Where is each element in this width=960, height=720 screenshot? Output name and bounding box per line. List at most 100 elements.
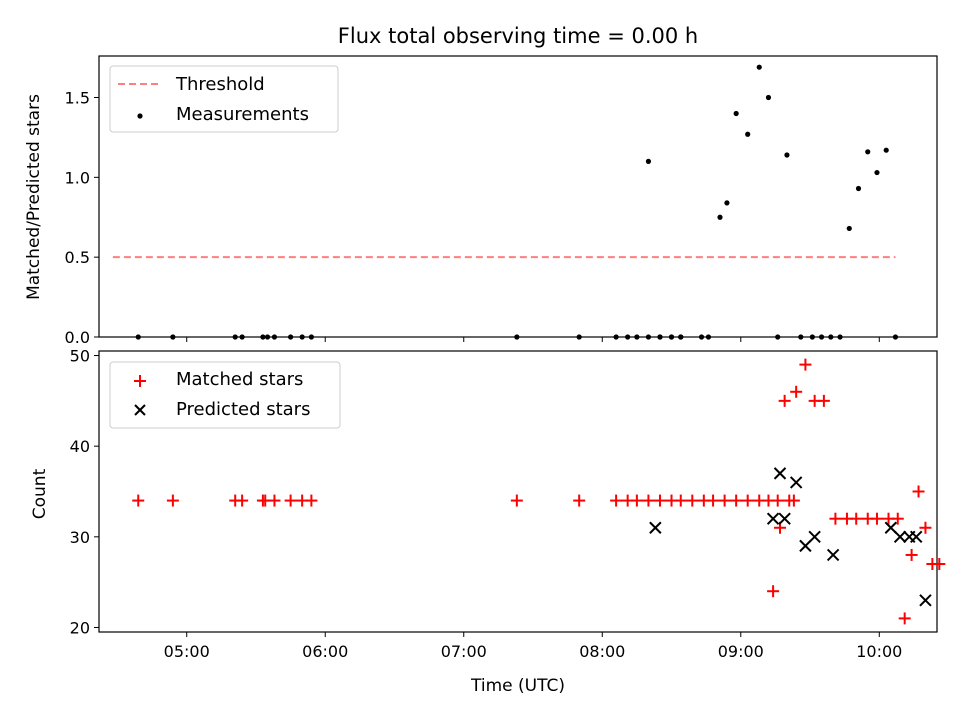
- predicted-marker-b: [808, 530, 821, 544]
- measurement-point: [264, 334, 271, 340]
- predicted-marker-b: [826, 548, 840, 562]
- measurement-point: [288, 334, 294, 340]
- measurement-point: [239, 334, 245, 340]
- predicted-star-point: [919, 594, 932, 607]
- bottom-legend-frame: [109, 361, 341, 429]
- bottom-legend: Matched stars Predicted stars: [109, 361, 341, 429]
- matched-star-point: [674, 494, 687, 507]
- predicted-star-point: [808, 530, 821, 544]
- measurement-point: [837, 334, 843, 340]
- predicted-marker-b: [789, 476, 803, 489]
- matched-star-point: [510, 494, 523, 507]
- measurement-point: [657, 334, 663, 340]
- predicted-marker-b: [766, 512, 780, 525]
- matched-star-point: [630, 494, 643, 507]
- matched-star-point: [870, 512, 883, 525]
- bottom-xtick-label: 08:00: [579, 642, 625, 661]
- matched-star-point: [653, 494, 666, 507]
- measurement-point: [514, 334, 520, 340]
- predicted-marker-b: [884, 521, 898, 534]
- matched-star-point: [268, 494, 281, 507]
- top-panel: Matched/Predicted stars: [24, 94, 44, 300]
- matched-star-point: [787, 494, 800, 507]
- matched-star-point: [686, 494, 699, 507]
- bottom-legend-predicted: Predicted stars: [176, 399, 310, 420]
- measurement-point: [724, 200, 730, 206]
- measurement-point: [733, 110, 739, 117]
- matched-star-point: [829, 512, 842, 525]
- bot-axes-frame: [98, 350, 938, 633]
- matched-star-point: [771, 494, 784, 507]
- top-legend-frame: [109, 65, 339, 133]
- matched-star-point: [707, 494, 720, 507]
- top-ytick-label: 0.0: [65, 328, 90, 347]
- predicted-star-point: [766, 512, 780, 525]
- bottom-xtick-label: 10:00: [856, 642, 902, 661]
- measurement-point: [892, 334, 899, 340]
- predicted-star-point: [789, 476, 803, 489]
- matched-star-point: [718, 494, 731, 507]
- matched-star-point: [642, 494, 655, 507]
- predicted-legend-swatch: [134, 404, 146, 416]
- predicted-marker-b: [649, 521, 662, 534]
- bottom-ytick-label: 40: [70, 437, 90, 456]
- measurement-point: [678, 334, 684, 340]
- bottom-panel: Count Time (UTC): [30, 468, 565, 696]
- measurement-point: [135, 334, 141, 340]
- measurement-point: [745, 131, 751, 137]
- bottom-xtick-label: 06:00: [302, 642, 348, 661]
- measurement-point: [634, 334, 640, 340]
- measurement-point: [613, 334, 619, 340]
- matched-star-point: [730, 494, 743, 507]
- measurement-point: [625, 334, 631, 340]
- bottom-legend-matched: Matched stars: [176, 369, 303, 390]
- bottom-ytick-label: 20: [70, 618, 90, 637]
- matched-star-point: [933, 558, 946, 571]
- matched-star-point: [778, 394, 791, 407]
- measurement-point: [809, 334, 815, 340]
- measurement-point: [299, 334, 305, 340]
- predicted-star-point: [910, 530, 923, 544]
- measurement-legend-swatch: [137, 113, 143, 119]
- bottom-xtick-label: 05:00: [164, 642, 210, 661]
- matched-star-point: [305, 494, 318, 507]
- measurement-point: [798, 334, 804, 340]
- predicted-marker-b: [773, 467, 787, 480]
- matched-star-point: [284, 494, 297, 507]
- matched-star-point: [790, 385, 803, 398]
- measurement-point: [705, 334, 712, 340]
- matched-star-point: [767, 585, 780, 598]
- measurement-point: [308, 334, 314, 340]
- measurement-point: [855, 185, 862, 192]
- top-ytick-label: 0.5: [65, 248, 90, 267]
- matched-star-point: [912, 485, 925, 498]
- measurement-point: [765, 94, 772, 101]
- matched-star-point: [850, 512, 863, 525]
- measurement-point: [271, 334, 278, 340]
- measurement-point: [232, 334, 238, 340]
- measurement-point: [775, 334, 781, 340]
- measurement-point: [846, 225, 852, 232]
- matched-star-point: [905, 548, 918, 561]
- chart-title: Flux total observing time = 0.00 h: [338, 24, 698, 48]
- top-ytick-label: 1.5: [65, 89, 90, 108]
- matched-star-point: [610, 494, 623, 507]
- matched-star-point: [236, 494, 249, 507]
- bottom-xlabel: Time (UTC): [470, 676, 565, 696]
- predicted-star-point: [649, 521, 662, 534]
- bottom-ylabel: Count: [30, 468, 50, 519]
- predicted-star-point: [773, 467, 787, 480]
- measurement-point: [576, 334, 582, 340]
- measurement-point: [170, 334, 176, 340]
- measurement-point: [883, 147, 889, 153]
- measurement-point: [698, 334, 705, 340]
- predicted-star-point: [778, 512, 791, 525]
- matched-legend-swatch: [134, 375, 146, 387]
- matched-star-point: [741, 494, 754, 507]
- top-legend-measurements: Measurements: [176, 104, 309, 125]
- bottom-ytick-label: 30: [70, 528, 90, 547]
- measurement-point: [784, 152, 790, 158]
- measurement-point: [756, 64, 762, 70]
- matched-star-point: [573, 494, 586, 507]
